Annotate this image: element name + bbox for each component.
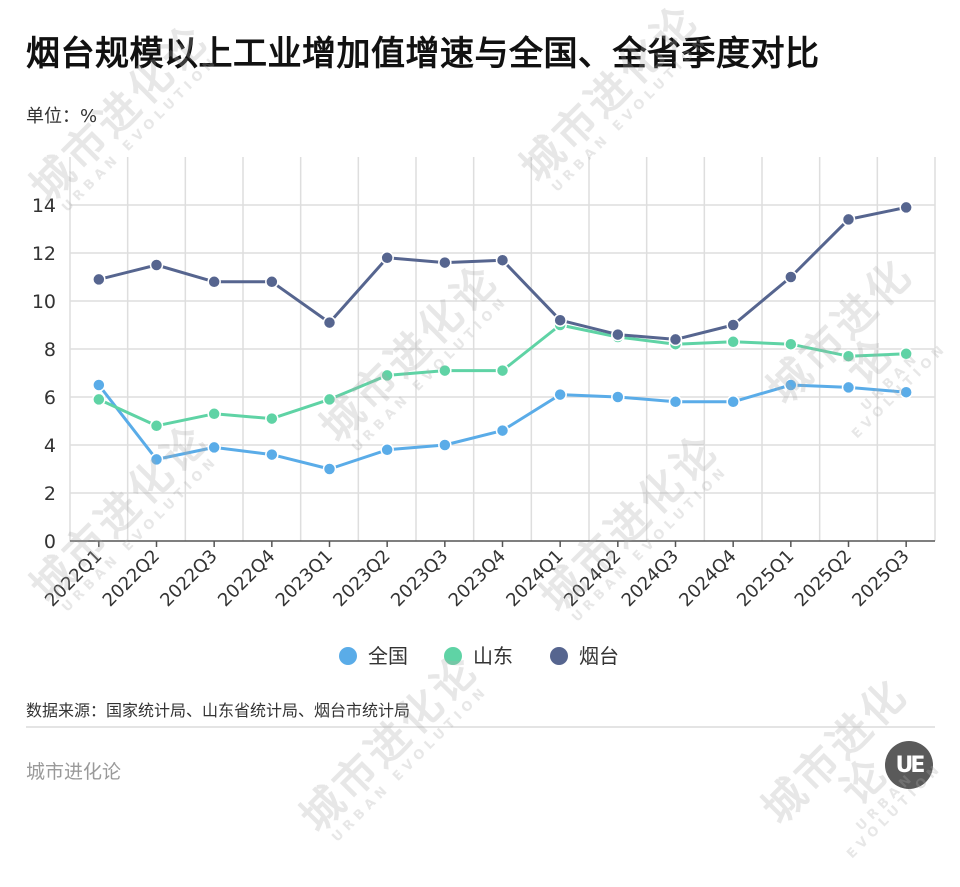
x-tick-label: 2022Q1 xyxy=(41,546,106,611)
grid-lines xyxy=(69,157,936,541)
series-lines xyxy=(92,200,913,476)
legend-item[interactable]: 烟台 xyxy=(550,644,619,668)
unit-label: 单位：% xyxy=(26,106,98,127)
series-全国 xyxy=(92,378,913,476)
data-point[interactable] xyxy=(265,447,279,462)
data-point[interactable] xyxy=(899,347,913,361)
y-tick-label: 4 xyxy=(44,435,56,457)
y-tick-label: 0 xyxy=(44,531,56,553)
data-point[interactable] xyxy=(380,251,394,265)
legend-item[interactable]: 全国 xyxy=(339,644,408,668)
data-point[interactable] xyxy=(611,327,625,342)
data-point[interactable] xyxy=(668,332,683,347)
legend-item[interactable]: 山东 xyxy=(444,644,513,668)
data-point[interactable] xyxy=(726,335,740,349)
data-point[interactable] xyxy=(92,392,106,407)
legend: 全国 山东 烟台 xyxy=(339,644,619,668)
chart-title: 烟台规模以上工业增加值增速与全国、全省季度对比 xyxy=(26,34,820,74)
legend-swatch-icon xyxy=(444,647,462,665)
x-tick-label: 2023Q2 xyxy=(329,546,394,611)
data-point[interactable] xyxy=(380,443,394,457)
data-point[interactable] xyxy=(495,253,510,267)
data-point[interactable] xyxy=(841,380,856,395)
data-point[interactable] xyxy=(207,407,221,421)
data-point[interactable] xyxy=(322,462,337,476)
legend-swatch-icon xyxy=(339,647,357,665)
x-tick-label: 2024Q1 xyxy=(502,546,567,611)
legend-label: 山东 xyxy=(473,644,513,668)
data-point[interactable] xyxy=(265,275,279,289)
x-tick-label: 2022Q2 xyxy=(99,546,164,611)
y-tick-label: 12 xyxy=(32,243,56,265)
data-point[interactable] xyxy=(438,363,452,378)
data-point[interactable] xyxy=(553,387,567,402)
data-point[interactable] xyxy=(322,315,337,330)
brand-name: 城市进化论 xyxy=(26,761,122,783)
data-point[interactable] xyxy=(899,385,913,399)
data-point[interactable] xyxy=(322,392,337,407)
data-point[interactable] xyxy=(149,258,164,272)
x-tick-label: 2024Q2 xyxy=(560,546,625,611)
data-point[interactable] xyxy=(207,440,221,455)
series-line xyxy=(98,205,907,341)
x-tick-label: 2022Q3 xyxy=(156,546,221,611)
data-point[interactable] xyxy=(726,395,740,409)
data-point[interactable] xyxy=(149,452,164,467)
data-point[interactable] xyxy=(841,212,856,227)
data-point[interactable] xyxy=(495,363,510,378)
data-point[interactable] xyxy=(207,275,221,289)
x-tick-label: 2023Q3 xyxy=(387,546,452,611)
y-tick-label: 2 xyxy=(44,483,56,505)
x-tick-label: 2025Q3 xyxy=(848,546,913,611)
data-point[interactable] xyxy=(553,313,567,327)
data-point[interactable] xyxy=(841,349,856,363)
data-point[interactable] xyxy=(726,318,740,332)
x-axis: 2022Q12022Q22022Q32022Q42023Q12023Q22023… xyxy=(41,541,914,611)
legend-label: 全国 xyxy=(368,644,408,668)
x-tick-label: 2024Q3 xyxy=(618,546,683,611)
y-tick-label: 6 xyxy=(44,387,56,409)
series-烟台 xyxy=(92,200,913,347)
data-point[interactable] xyxy=(611,390,625,404)
legend-swatch-icon xyxy=(550,647,568,665)
y-tick-label: 14 xyxy=(32,195,56,217)
data-point[interactable] xyxy=(784,337,798,351)
x-tick-label: 2025Q2 xyxy=(791,546,856,611)
y-axis: 0 2 4 6 8 10 12 14 xyxy=(32,195,935,553)
x-tick-label: 2023Q1 xyxy=(272,546,337,611)
series-山东 xyxy=(92,318,913,433)
x-tick-label: 2022Q4 xyxy=(214,546,279,611)
data-point[interactable] xyxy=(265,411,279,426)
data-point[interactable] xyxy=(149,419,164,433)
data-point[interactable] xyxy=(784,378,798,392)
data-point[interactable] xyxy=(380,368,394,383)
y-tick-label: 10 xyxy=(32,291,56,313)
data-point[interactable] xyxy=(92,378,106,392)
x-tick-label: 2024Q4 xyxy=(675,546,740,611)
x-tick-label: 2023Q4 xyxy=(445,546,510,611)
data-point[interactable] xyxy=(92,272,106,287)
y-tick-label: 8 xyxy=(44,339,56,361)
data-point[interactable] xyxy=(495,423,510,438)
footer-divider xyxy=(26,726,935,728)
legend-label: 烟台 xyxy=(579,644,619,668)
data-point[interactable] xyxy=(438,438,452,452)
data-point[interactable] xyxy=(438,255,452,270)
data-point[interactable] xyxy=(668,395,683,409)
data-point[interactable] xyxy=(784,270,798,284)
x-tick-label: 2025Q1 xyxy=(733,546,798,611)
data-source: 数据来源：国家统计局、山东省统计局、烟台市统计局 xyxy=(26,701,411,720)
brand-logo-icon: UE xyxy=(885,741,933,789)
data-point[interactable] xyxy=(899,200,913,215)
